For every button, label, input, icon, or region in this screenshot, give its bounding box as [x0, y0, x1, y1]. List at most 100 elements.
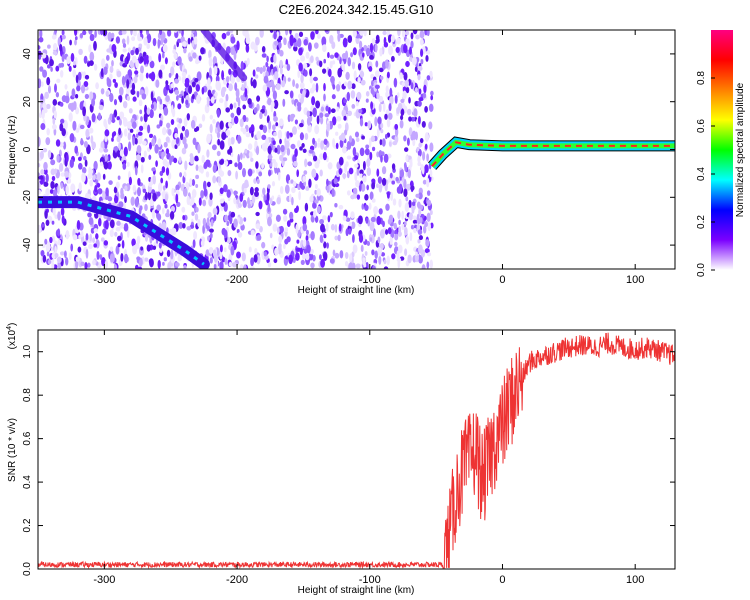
noise-speck [250, 229, 255, 236]
noise-speck [252, 69, 256, 77]
noise-speck [376, 37, 380, 43]
noise-speck [319, 169, 323, 177]
noise-speck [166, 208, 170, 216]
noise-speck [279, 59, 283, 69]
noise-speck [315, 82, 319, 93]
noise-speck [158, 242, 162, 249]
noise-speck [46, 77, 51, 86]
noise-speck [408, 212, 414, 221]
noise-speck [209, 114, 213, 120]
noise-speck [380, 128, 384, 134]
noise-speck [137, 135, 143, 145]
noise-speck [223, 184, 228, 193]
noise-speck [70, 183, 76, 193]
noise-speck [261, 46, 266, 53]
noise-speck [304, 158, 308, 168]
noise-speck [295, 252, 300, 261]
noise-speck [170, 119, 175, 125]
noise-speck [155, 160, 158, 167]
noise-speck [326, 123, 331, 132]
noise-speck [272, 140, 276, 146]
noise-speck [297, 140, 301, 148]
noise-speck [150, 103, 154, 110]
noise-speck [244, 149, 248, 154]
noise-speck [343, 98, 348, 104]
noise-speck [195, 84, 200, 92]
noise-speck [114, 231, 118, 237]
noise-speck [417, 161, 422, 167]
noise-speck [267, 216, 272, 227]
noise-speck [147, 124, 151, 134]
noise-speck [362, 175, 367, 183]
noise-speck [211, 144, 217, 151]
noise-speck [344, 122, 349, 132]
noise-speck [123, 146, 128, 157]
noise-speck [172, 228, 177, 236]
noise-speck [398, 198, 402, 208]
noise-speck [158, 150, 162, 157]
noise-speck [412, 138, 416, 147]
noise-speck [109, 219, 115, 229]
noise-speck [351, 61, 356, 70]
noise-speck [270, 104, 274, 113]
spectrogram-x-ticks: -300 -200 -100 0 100 [93, 30, 644, 286]
noise-speck [121, 30, 127, 35]
noise-speck [127, 121, 132, 129]
noise-speck [52, 43, 58, 51]
noise-speck [279, 118, 284, 127]
noise-speck [57, 239, 62, 246]
noise-speck [414, 66, 418, 72]
noise-speck [298, 31, 304, 38]
noise-speck [396, 250, 400, 260]
noise-speck [298, 93, 302, 99]
noise-speck [50, 168, 56, 176]
noise-speck [138, 206, 142, 215]
noise-speck [381, 166, 387, 175]
noise-speck [50, 159, 56, 166]
noise-speck [363, 262, 367, 268]
noise-speck [378, 95, 384, 103]
noise-speck [388, 214, 394, 223]
noise-speck [162, 158, 168, 167]
noise-speck [38, 54, 42, 60]
noise-speck [111, 60, 114, 67]
noise-speck [368, 202, 372, 210]
noise-speck [160, 31, 166, 41]
noise-speck [83, 140, 88, 148]
noise-speck [221, 70, 225, 81]
noise-speck [140, 116, 143, 122]
noise-speck [423, 84, 427, 94]
noise-speck [148, 154, 152, 160]
noise-speck [112, 113, 115, 124]
noise-speck [159, 120, 163, 127]
noise-speck [78, 48, 83, 56]
noise-speck [141, 140, 147, 146]
noise-speck [341, 60, 345, 71]
noise-speck [208, 67, 212, 77]
noise-speck [126, 228, 130, 238]
colorbar-ticks: 0.0 0.2 0.4 0.6 0.8 [696, 71, 715, 277]
y-tick-label: 0.8 [22, 388, 33, 402]
noise-speck [422, 151, 426, 161]
noise-speck [342, 145, 347, 154]
noise-speck [343, 115, 347, 121]
noise-speck [393, 77, 398, 88]
noise-speck [422, 225, 427, 234]
noise-speck [239, 264, 244, 269]
noise-speck [156, 124, 161, 129]
noise-speck [45, 219, 50, 226]
noise-speck [303, 69, 308, 77]
noise-speck [274, 247, 279, 256]
noise-speck [151, 138, 156, 147]
noise-speck [379, 139, 383, 146]
noise-speck [357, 63, 362, 71]
noise-speck [339, 250, 344, 259]
noise-speck [136, 256, 141, 261]
noise-speck [115, 245, 120, 255]
noise-speck [307, 161, 313, 167]
noise-speck [364, 122, 368, 127]
noise-speck [235, 88, 240, 99]
upper-streak [200, 30, 248, 82]
noise-speck [224, 214, 229, 222]
noise-speck [397, 102, 403, 111]
